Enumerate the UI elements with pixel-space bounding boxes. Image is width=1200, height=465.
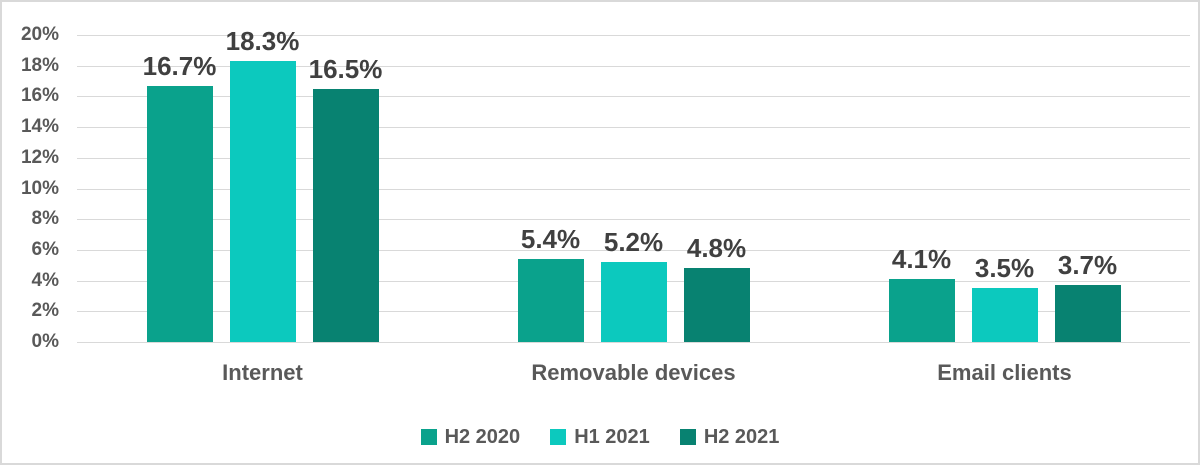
bar-data-label: 4.1% bbox=[891, 244, 952, 275]
bar-data-label: 5.4% bbox=[520, 224, 581, 255]
bar-h2-2021 bbox=[312, 88, 379, 342]
legend-item: H1 2021 bbox=[550, 425, 650, 449]
y-axis-tick-label: 8% bbox=[31, 208, 59, 230]
legend-swatch bbox=[420, 429, 437, 445]
legend-item: H2 2020 bbox=[420, 425, 521, 449]
legend-label: H1 2021 bbox=[574, 426, 650, 448]
bar-h2-2020 bbox=[146, 85, 213, 342]
bar-data-label: 16.7% bbox=[142, 50, 217, 81]
legend-label: H2 2020 bbox=[444, 426, 521, 448]
bar-h1-2021 bbox=[229, 61, 296, 342]
bar-data-label: 16.5% bbox=[308, 53, 383, 84]
legend-item: H2 2021 bbox=[679, 425, 780, 449]
gridline bbox=[77, 35, 1190, 36]
bar-data-label: 18.3% bbox=[225, 26, 300, 57]
y-axis-tick-label: 14% bbox=[20, 116, 59, 138]
legend: H2 2020 H1 2021 H2 2021 bbox=[2, 422, 1198, 452]
bar-data-label: 4.8% bbox=[686, 233, 747, 264]
bar-data-label: 5.2% bbox=[603, 227, 664, 258]
y-axis-tick-label: 2% bbox=[31, 300, 59, 322]
bar-h1-2021 bbox=[600, 262, 667, 342]
y-axis-tick-label: 4% bbox=[31, 269, 59, 291]
y-axis-tick-label: 20% bbox=[20, 24, 59, 45]
gridline bbox=[77, 219, 1190, 221]
gridline bbox=[77, 249, 1190, 251]
y-axis-tick-label: 6% bbox=[31, 238, 59, 260]
bar-data-label: 3.7% bbox=[1057, 250, 1118, 281]
bar-data-label: 3.5% bbox=[974, 253, 1035, 284]
legend-label: H2 2021 bbox=[703, 426, 780, 448]
gridline bbox=[77, 65, 1190, 67]
category-label: Email clients bbox=[937, 360, 1072, 385]
y-axis-tick-label: 16% bbox=[20, 85, 59, 107]
legend-swatch bbox=[550, 429, 567, 445]
gridline bbox=[77, 157, 1190, 159]
bar-h2-2020 bbox=[517, 259, 584, 342]
bar-h1-2021 bbox=[971, 288, 1038, 342]
gridline bbox=[77, 96, 1190, 98]
bar-h2-2021 bbox=[683, 268, 750, 342]
category-label: Removable devices bbox=[531, 360, 736, 385]
gridline bbox=[77, 342, 1190, 343]
category-label: Internet bbox=[222, 360, 303, 385]
y-axis-tick-label: 18% bbox=[20, 54, 59, 76]
gridline bbox=[77, 127, 1190, 129]
y-axis-tick-label: 12% bbox=[20, 146, 59, 168]
bar-h2-2021 bbox=[1054, 285, 1121, 342]
legend-swatch bbox=[679, 429, 696, 445]
y-axis-tick-label: 0% bbox=[31, 331, 59, 352]
bar-h2-2020 bbox=[888, 279, 955, 342]
gridline bbox=[77, 188, 1190, 190]
y-axis-tick-label: 10% bbox=[20, 177, 59, 199]
